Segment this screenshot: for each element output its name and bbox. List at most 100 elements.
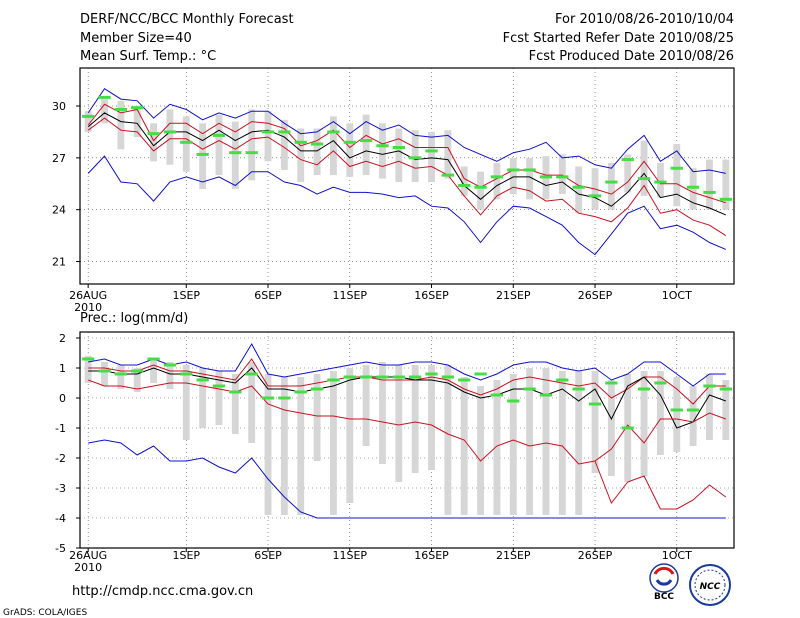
spread-bar	[428, 131, 435, 183]
y-tick-label: 21	[52, 256, 66, 269]
x-tick-label: 26SEP	[578, 549, 613, 562]
y-tick-label: 1	[59, 362, 66, 375]
spread-bar	[722, 380, 730, 440]
x-tick-label: 26AUG	[69, 289, 107, 302]
spread-bar	[591, 371, 599, 473]
spread-bar	[689, 168, 697, 210]
spread-bar	[329, 116, 337, 176]
spread-bar	[264, 374, 272, 515]
x-tick-label: 21SEP	[496, 289, 531, 302]
spread-bar	[656, 163, 664, 198]
x-tick-label: 26AUG	[69, 549, 107, 562]
temperature-panel: 21 24 27 30 26AUG 1SEP 6SEP 11SEP 16SEP 21SEP 26SE…	[52, 67, 735, 314]
spread-bar	[150, 123, 158, 162]
spread-bar	[607, 163, 615, 210]
x-tick-label: 16SEP	[414, 549, 449, 562]
y-tick-label: 24	[52, 204, 66, 217]
spread-bar	[689, 386, 697, 446]
spread-bar	[280, 119, 288, 170]
spread-bar	[509, 374, 517, 515]
spread-bar	[182, 116, 190, 172]
series-line-lower-percentile	[87, 117, 727, 237]
y-tick-label: -5	[55, 542, 66, 555]
spread-bar	[722, 159, 730, 210]
bcc-logo-text: BCC	[654, 592, 674, 602]
spread-bar	[84, 356, 92, 383]
y-tick-label: -2	[55, 452, 66, 465]
spread-bar	[215, 114, 223, 176]
plot-frame	[79, 67, 735, 285]
source-url[interactable]: http://cmdp.ncc.cma.gov.cn	[72, 584, 253, 599]
series-line-ensemble-median	[87, 112, 726, 216]
spread-bar	[624, 154, 632, 193]
series-line-lower-percentile	[88, 379, 726, 465]
forecast-start-date: Fcst Started Refer Date 2010/08/25	[503, 31, 734, 46]
spread-bar	[395, 365, 403, 482]
spread-bar	[575, 166, 583, 214]
ncc-logo-text: NCC	[700, 582, 721, 592]
y-tick-label: 30	[52, 100, 66, 113]
y-tick-label: -1	[55, 422, 66, 435]
series-line-ensemble-min	[88, 439, 726, 519]
spread-bar	[411, 130, 419, 183]
spread-bar	[444, 365, 452, 515]
spread-bar	[706, 374, 713, 440]
spread-bar	[329, 371, 337, 515]
spread-bar	[264, 111, 272, 162]
precipitation-panel: -5 -4 -3 -2 -1 0 1 2 26AUG 1SEP 6SEP 11SEP 16SEP 21SE…	[55, 331, 735, 574]
series-line-ensemble-max	[87, 88, 726, 174]
y-tick-label: 0	[59, 392, 66, 405]
x-tick-label: 21SEP	[496, 549, 531, 562]
x-tick-label: 1SEP	[172, 549, 200, 562]
spread-bar	[493, 163, 501, 200]
y-tick-label: 2	[59, 332, 66, 345]
spread-bar	[231, 374, 239, 434]
variable-label: Mean Surf. Temp.: °C	[80, 49, 216, 64]
spread-bar	[346, 123, 354, 177]
spread-bar	[101, 99, 108, 124]
spread-bar	[297, 377, 305, 515]
spread-bar	[673, 144, 681, 207]
spread-bar	[411, 365, 419, 473]
spread-bar	[607, 380, 615, 476]
series-line-upper-percentile	[87, 103, 726, 204]
series-line-ensemble-median	[88, 367, 726, 429]
spread-bar	[248, 109, 256, 181]
precip-panel-title: Prec.: log(mm/d)	[80, 311, 188, 326]
spread-bar	[542, 368, 550, 515]
spread-bar	[231, 121, 239, 189]
y-tick-label: -3	[55, 482, 66, 495]
ncc-logo: NCC	[689, 564, 731, 606]
spread-bar	[526, 368, 534, 515]
forecast-produced-date: Fcst Produced Date 2010/08/26	[529, 49, 734, 64]
y-tick-label: 27	[52, 152, 66, 165]
spread-bar	[558, 154, 566, 195]
x-tick-label: 26SEP	[578, 289, 613, 302]
x-tick-label: 6SEP	[254, 549, 282, 562]
spread-bar	[84, 111, 92, 132]
spread-bar	[477, 386, 485, 515]
spread-bar	[640, 140, 648, 196]
y-tick-label: -4	[55, 512, 66, 525]
series-line-upper-percentile	[88, 358, 726, 405]
spread-bar	[362, 114, 370, 176]
spread-bar	[444, 130, 452, 179]
bcc-logo: BCC	[649, 563, 679, 602]
spread-bar	[117, 100, 125, 150]
x-tick-label: 1SEP	[172, 289, 200, 302]
spread-bar	[150, 359, 158, 383]
x-tick-label: 11SEP	[332, 549, 367, 562]
spread-bar	[280, 377, 288, 515]
x-tick-label: 6SEP	[254, 289, 282, 302]
spread-bar	[248, 362, 256, 443]
spread-bar	[215, 371, 223, 425]
x-tick-label: 16SEP	[414, 289, 449, 302]
spread-bar	[199, 368, 207, 428]
spread-bar	[460, 377, 468, 515]
spread-bar	[575, 371, 583, 515]
spread-bar	[362, 365, 370, 446]
series-line-ensemble-max	[88, 342, 726, 387]
forecast-period: For 2010/08/26-2010/10/04	[555, 12, 734, 27]
spread-bar	[117, 365, 125, 389]
